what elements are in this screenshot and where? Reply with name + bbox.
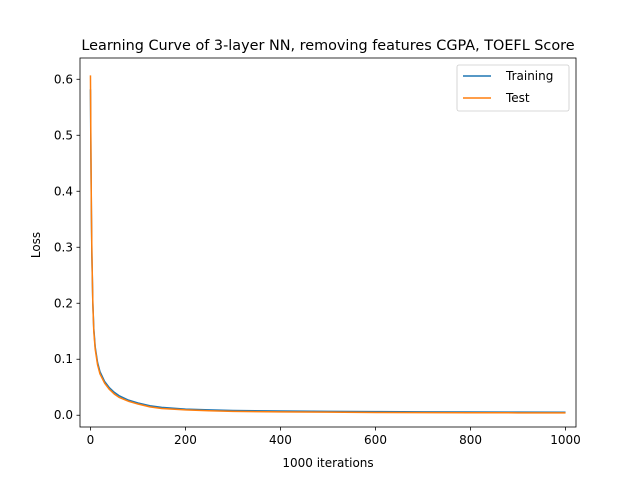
legend: Training Test: [456, 64, 570, 112]
legend-label-training: Training: [505, 69, 553, 83]
y-tick-label: 0.6: [54, 72, 73, 86]
x-tick-label: 800: [459, 433, 482, 447]
x-axis: 0 200 400 600 800 1000: [87, 427, 581, 447]
x-tick-label: 600: [364, 433, 387, 447]
chart-title: Learning Curve of 3-layer NN, removing f…: [81, 38, 574, 54]
series-line-test: [89, 75, 566, 414]
y-tick-label: 0.4: [54, 184, 73, 198]
x-tick-label: 0: [87, 433, 95, 447]
legend-label-test: Test: [505, 91, 530, 105]
y-tick-label: 0.1: [54, 352, 73, 366]
plot-area: [79, 57, 577, 428]
y-axis: 0.0 0.1 0.2 0.3 0.4 0.5 0.6: [54, 72, 80, 422]
y-tick-label: 0.2: [54, 296, 73, 310]
y-tick-label: 0.0: [54, 408, 73, 422]
axes-frame: [79, 57, 577, 428]
y-tick-label: 0.3: [54, 240, 73, 254]
x-axis-title: 1000 iterations: [282, 456, 373, 470]
x-tick-label: 400: [269, 433, 292, 447]
x-tick-label: 1000: [550, 433, 581, 447]
y-tick-label: 0.5: [54, 128, 73, 142]
y-axis-title: Loss: [29, 232, 43, 258]
x-tick-label: 200: [174, 433, 197, 447]
